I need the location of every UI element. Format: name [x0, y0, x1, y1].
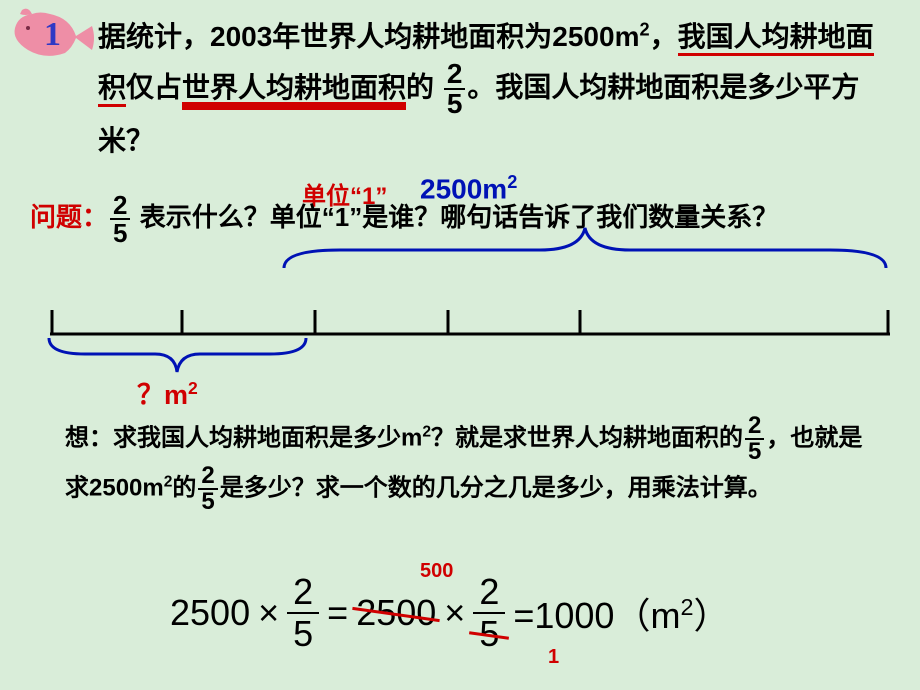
brace-bottom: [45, 332, 310, 377]
unknown-label: ？m2: [137, 373, 198, 412]
problem-statement: 据统计，2003年世界人均耕地面积为2500m2，我国人均耕地面积仅占世界人均耕…: [98, 14, 878, 164]
cancel-annotation-top: 500: [420, 560, 453, 583]
problem-fraction: 25: [444, 60, 466, 118]
question-frac: 25: [110, 192, 130, 246]
cf2d-struck: 5: [473, 614, 505, 654]
tf2d: 5: [198, 490, 217, 514]
problem-underlined2: 世界人均耕地面积: [182, 72, 406, 107]
unit-value-sup: 2: [507, 172, 517, 192]
think-frac1: 25: [745, 414, 764, 464]
qfrac-den: 5: [110, 220, 130, 246]
cf1n: 2: [287, 572, 319, 614]
fish-badge: 1: [10, 8, 100, 73]
calc-frac1: 25: [287, 572, 319, 654]
badge-number: 1: [44, 16, 61, 54]
think-t4: 的: [172, 474, 196, 501]
problem-sup1: 2: [639, 20, 649, 40]
tf1d: 5: [745, 440, 764, 464]
tf1n: 2: [745, 414, 764, 440]
think-frac2: 25: [198, 464, 217, 514]
cf1d: 5: [287, 614, 319, 654]
think-t1: 想：求我国人均耕地面积是多少m: [65, 424, 422, 451]
calc-a2-struck: 2500: [356, 592, 436, 634]
problem-p1: 据统计，2003年世界人均耕地面积为2500m: [98, 21, 639, 52]
think-text: 想：求我国人均耕地面积是多少m2？就是求世界人均耕地面积的25，也就是求2500…: [65, 414, 885, 514]
think-s1: 2: [422, 423, 431, 440]
calc-eq1: =: [327, 592, 348, 634]
cancel-annotation-bottom: 1: [548, 646, 559, 669]
question-label: 问题：: [30, 202, 108, 232]
calc-times2: ×: [444, 592, 465, 634]
calc-frac2: 25: [473, 572, 505, 654]
problem-p2b: 仅占: [126, 72, 182, 103]
calculation: 2500 × 25 = 2500 × 25 =1000（m2）: [170, 572, 729, 654]
calc-res-text: =1000（m: [513, 595, 680, 636]
tf2n: 2: [198, 464, 217, 490]
problem-p2a: ，: [650, 21, 678, 52]
calc-times1: ×: [258, 592, 279, 634]
frac-den: 5: [444, 90, 466, 118]
calc-a: 2500: [170, 592, 250, 634]
cf2n: 2: [473, 572, 505, 614]
think-t5: 是多少？求一个数的几分之几是多少，用乘法计算。: [220, 474, 772, 501]
think-t2: ？就是求世界人均耕地面积的: [431, 424, 743, 451]
unknown-sup: 2: [188, 378, 198, 398]
qfrac-num: 2: [110, 192, 130, 220]
unknown-text: ？m: [137, 380, 188, 410]
problem-p3: 的: [406, 72, 434, 103]
calc-result: =1000（m2）: [513, 587, 729, 639]
frac-num: 2: [444, 60, 466, 90]
calc-res-sup: 2: [680, 594, 693, 620]
brace-top: [280, 222, 890, 272]
calc-res-end: ）: [693, 595, 729, 636]
